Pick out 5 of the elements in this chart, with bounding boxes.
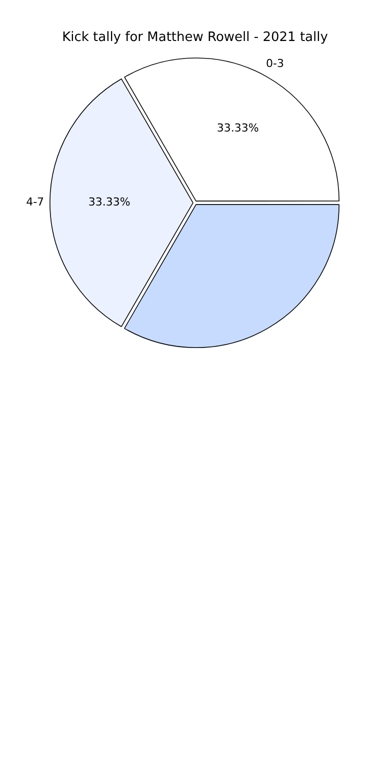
data-label: 33.33%	[216, 121, 259, 134]
slice-label: 4-7	[26, 196, 44, 209]
data-label: 33.33%	[88, 196, 130, 209]
chart-title: Kick tally for Matthew Rowell - 2021 tally	[62, 30, 328, 46]
slice-label: 0-3	[266, 57, 284, 70]
